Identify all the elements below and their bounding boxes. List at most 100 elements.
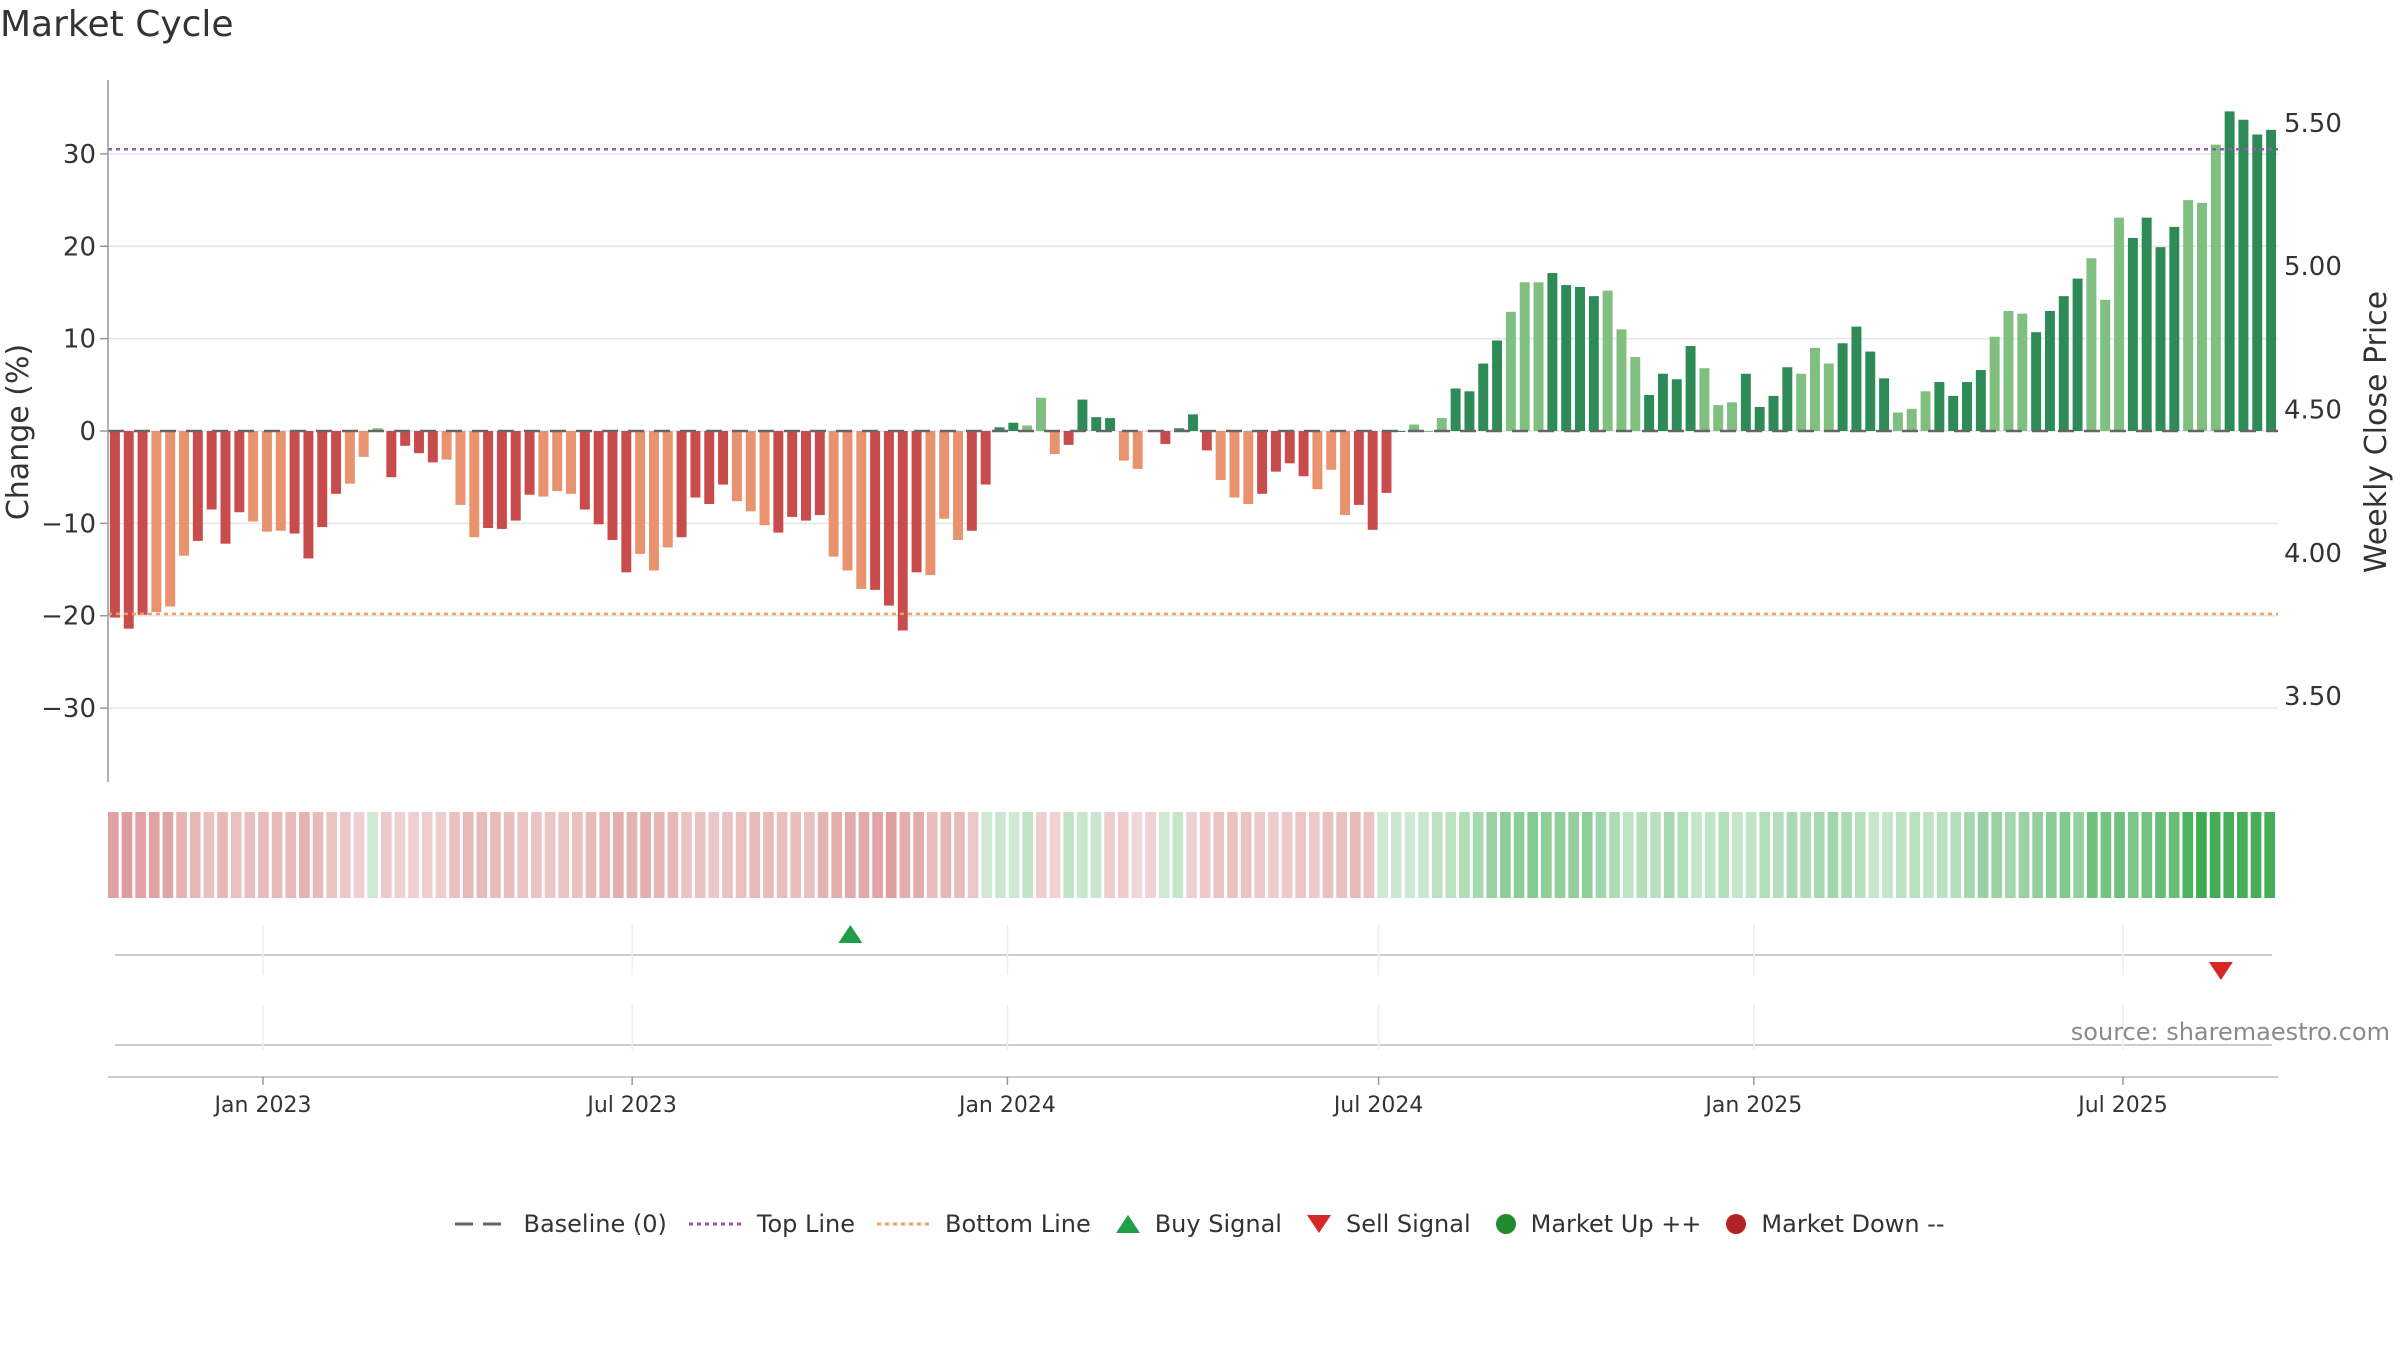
legend-label: Buy Signal (1154, 1210, 1282, 1238)
heat-cell (2155, 812, 2166, 898)
heat-cell (312, 812, 324, 898)
bar (1630, 357, 1641, 431)
y-tick-label-right: 4.00 (2284, 539, 2342, 569)
bar (455, 431, 466, 505)
bar (1464, 391, 1475, 431)
heat-cell (1650, 812, 1661, 898)
bar (648, 431, 659, 571)
heat-cell (1950, 812, 1962, 898)
heat-cell (2114, 812, 2125, 898)
bar (1699, 368, 1710, 431)
bar (2127, 237, 2138, 431)
heat-cell (108, 812, 119, 898)
heat-cell (913, 812, 924, 898)
bar (2252, 134, 2263, 431)
heat-cell (940, 812, 952, 898)
heat-cell (449, 812, 460, 898)
bar (1312, 431, 1323, 490)
legend-item-market-down: Market Down -- (1723, 1210, 1945, 1238)
bar (1713, 405, 1724, 431)
bar (1353, 431, 1364, 505)
heat-cell (1213, 812, 1225, 898)
heat-cell (1773, 812, 1784, 898)
bar (621, 431, 632, 573)
heat-cell (1636, 812, 1648, 898)
legend-item-top-line: Top Line (688, 1210, 855, 1238)
heat-cell (1036, 812, 1047, 898)
bar (261, 431, 272, 532)
sell-signal-marker (2208, 962, 2233, 980)
bar (994, 427, 1005, 431)
bar (635, 431, 646, 554)
heat-cell (2005, 812, 2016, 898)
heat-cell (1718, 812, 1730, 898)
bar (1008, 422, 1019, 431)
y-axis-label-left: Change (%) (1, 344, 36, 520)
heat-cell (1445, 812, 1457, 898)
bar (552, 431, 563, 492)
bar (1975, 370, 1986, 431)
heat-cell (653, 812, 665, 898)
heat-cell (244, 812, 256, 898)
bar (2003, 310, 2014, 431)
bar (414, 431, 424, 454)
heat-cell (1595, 812, 1607, 898)
heat-cell (1158, 812, 1170, 898)
bar (1740, 373, 1751, 431)
bar (344, 431, 355, 484)
heat-cell (831, 812, 842, 898)
bar (1533, 282, 1544, 431)
bar (966, 431, 977, 531)
heat-cell (1336, 812, 1347, 898)
bar (1962, 382, 1972, 431)
heat-cell (1431, 812, 1443, 898)
heat-cell (2073, 812, 2084, 898)
red-circle-icon (1726, 1214, 1747, 1234)
heat-cell (1977, 812, 1989, 898)
heat-cell (804, 812, 815, 898)
bar (897, 431, 908, 631)
bar (1105, 418, 1116, 431)
bar (2238, 119, 2249, 431)
bar (1782, 367, 1793, 431)
reference-lines (108, 148, 2278, 616)
heat-cell (1964, 812, 1975, 898)
heat-cell (2018, 812, 2030, 898)
bar (1367, 431, 1378, 530)
bar (1395, 431, 1406, 432)
bar (1837, 343, 1848, 431)
legend-label: Market Up ++ (1530, 1210, 1702, 1238)
heat-cell (503, 812, 515, 898)
heat-cell (135, 812, 146, 898)
bar (358, 431, 369, 457)
bar (593, 431, 604, 525)
heat-cell (1895, 812, 1907, 898)
bar (483, 431, 494, 528)
heat-cell (1936, 812, 1948, 898)
heat-cell (1663, 812, 1675, 898)
bar (1022, 425, 1033, 431)
heat-cell (572, 812, 583, 898)
heat-cell (394, 812, 406, 898)
heat-cell (735, 812, 747, 898)
bar (275, 431, 286, 531)
bar (220, 431, 231, 544)
heat-cell (1049, 812, 1061, 898)
bar (731, 431, 742, 502)
heat-cell (353, 812, 365, 898)
heat-cell (2100, 812, 2112, 898)
y-tick-label-left: 20 (63, 232, 96, 262)
heat-cell (203, 812, 215, 898)
heat-cell (1786, 812, 1798, 898)
bar (759, 431, 770, 526)
bar (427, 431, 438, 463)
heat-cell (844, 812, 856, 898)
heat-cell (763, 812, 774, 898)
heat-cell (2250, 812, 2262, 898)
heat-cell (1909, 812, 1921, 898)
bar (2114, 217, 2125, 431)
signal-panel (115, 925, 2272, 1046)
bar (1118, 431, 1129, 461)
y-tick-label-left: −30 (41, 694, 96, 724)
